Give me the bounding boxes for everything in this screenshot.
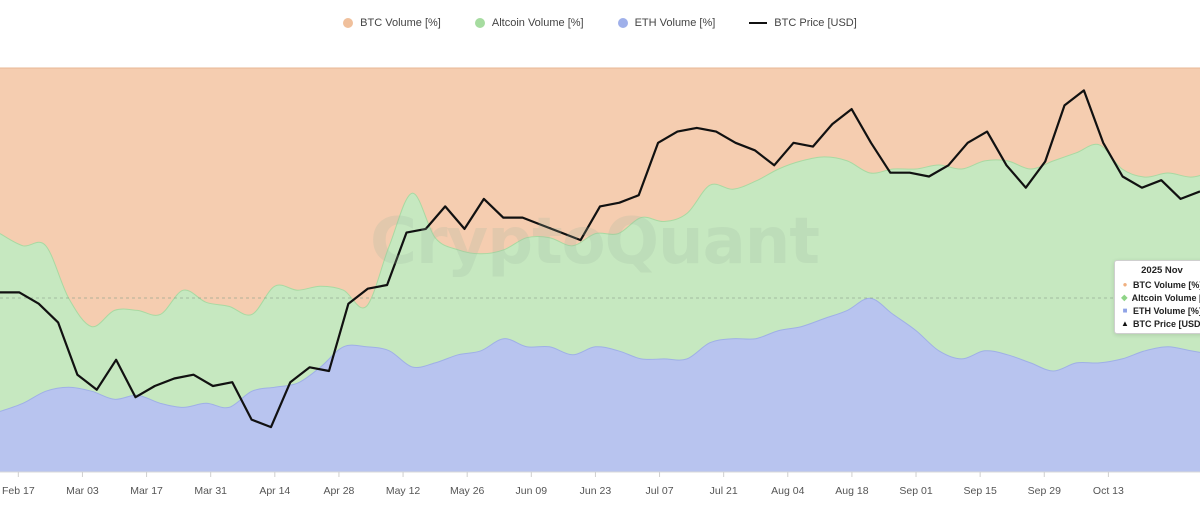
- tooltip-label-eth-volume: ETH Volume [%]: [1133, 305, 1200, 316]
- x-tick-label: Sep 01: [899, 485, 932, 497]
- tooltip-label-btc-volume: BTC Volume [%]: [1133, 279, 1200, 290]
- legend-item-altcoin-volume[interactable]: Altcoin Volume [%]: [474, 17, 584, 29]
- x-tick-label: Mar 03: [66, 485, 99, 497]
- area-altcoin-volume-edge: [0, 143, 1200, 328]
- tooltip-circle-icon: ●: [1122, 280, 1128, 289]
- legend-item-btc-price[interactable]: BTC Price [USD]: [749, 17, 857, 29]
- tooltip-row-btc-volume: ● BTC Volume [%]: [1121, 278, 1200, 291]
- x-tick-label: Mar 17: [130, 485, 163, 497]
- x-tick-label: May 26: [450, 485, 485, 497]
- legend-swatch-eth-volume: [617, 18, 628, 28]
- x-tick-label: Jun 09: [516, 485, 548, 497]
- tooltip-triangle-icon: ▲: [1121, 319, 1129, 328]
- legend-item-eth-volume[interactable]: ETH Volume [%]: [617, 17, 716, 29]
- x-tick-label: Feb 17: [2, 485, 35, 497]
- legend-swatch-btc-price: [749, 22, 768, 24]
- legend-item-btc-volume[interactable]: BTC Volume [%]: [343, 17, 441, 29]
- tooltip-square-icon: ■: [1122, 306, 1128, 315]
- x-tick-label: Sep 15: [964, 485, 997, 497]
- tooltip-diamond-icon: ◆: [1121, 293, 1128, 302]
- legend[interactable]: BTC Volume [%] Altcoin Volume [%] ETH Vo…: [0, 14, 1200, 32]
- legend-label-altcoin-volume: Altcoin Volume [%]: [491, 17, 584, 29]
- legend-swatch-altcoin-volume: [474, 18, 485, 28]
- area-eth-volume-edge: [0, 297, 1200, 412]
- legend-label-eth-volume: ETH Volume [%]: [634, 17, 716, 29]
- x-tick-label: Mar 31: [194, 485, 227, 497]
- tooltip-row-altcoin-volume: ◆ Altcoin Volume [%]: [1121, 291, 1200, 304]
- x-tick-label: Aug 04: [771, 485, 804, 497]
- x-tick-label: Jun 23: [580, 485, 612, 497]
- x-tick-label: May 12: [386, 485, 421, 497]
- legend-label-btc-volume: BTC Volume [%]: [360, 17, 441, 29]
- area-eth-volume: [0, 298, 1200, 472]
- x-tick-label: Jul 07: [646, 485, 674, 497]
- x-tick-label: Oct 13: [1093, 485, 1124, 497]
- tooltip-label-altcoin-volume: Altcoin Volume [%]: [1131, 292, 1200, 303]
- x-tick-label: Apr 14: [259, 485, 290, 497]
- line-btc-price: [0, 89, 1200, 429]
- tooltip: 2025 Nov ● BTC Volume [%] ◆ Altcoin Volu…: [1114, 260, 1200, 334]
- x-tick-label: Jul 21: [710, 485, 738, 497]
- tooltip-date: 2025 Nov: [1141, 265, 1183, 276]
- x-tick-label: Sep 29: [1028, 485, 1061, 497]
- tooltip-row-btc-price: ▲ BTC Price [USD]: [1121, 317, 1200, 330]
- legend-swatch-btc-volume: [343, 18, 354, 28]
- tooltip-row-eth-volume: ■ ETH Volume [%]: [1121, 304, 1200, 317]
- x-tick-label: Apr 28: [323, 485, 354, 497]
- tooltip-label-btc-price: BTC Price [USD]: [1133, 318, 1200, 329]
- legend-label-btc-price: BTC Price [USD]: [774, 17, 857, 29]
- x-tick-label: Aug 18: [835, 485, 868, 497]
